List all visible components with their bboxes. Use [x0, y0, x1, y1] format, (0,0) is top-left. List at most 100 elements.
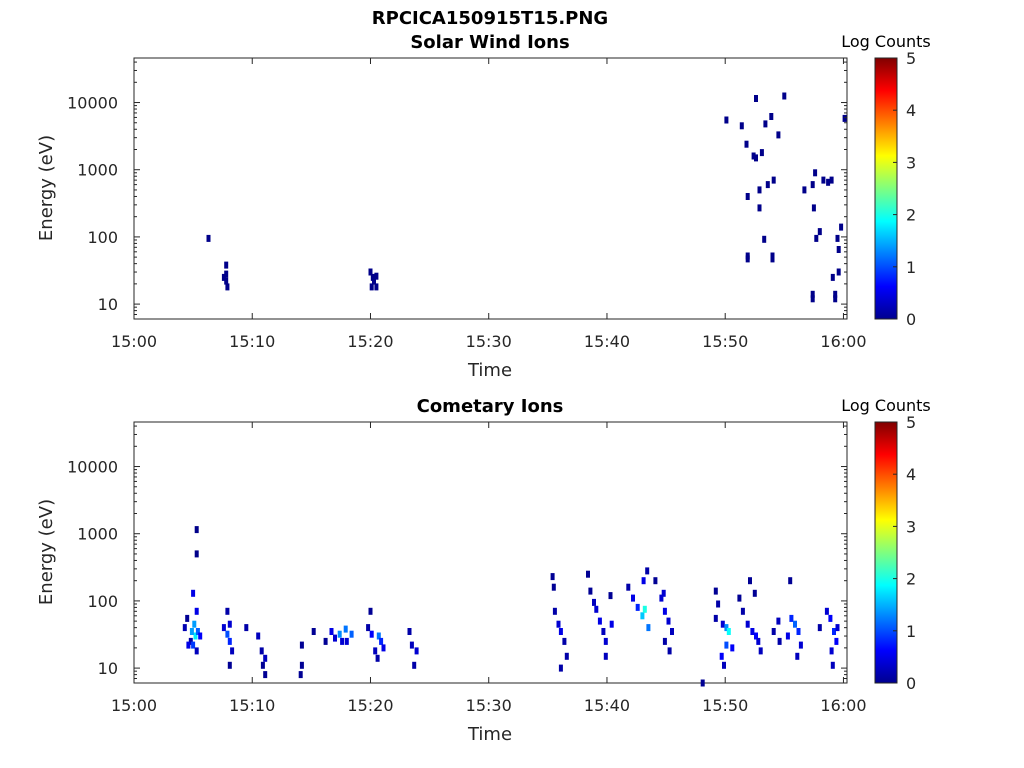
- solar-wind-cell: [813, 169, 818, 177]
- cometary-cell: [724, 641, 729, 649]
- solar-wind-cell: [770, 255, 775, 263]
- cometary-cell: [592, 598, 596, 606]
- solar-wind-xtick-label: 15:00: [111, 332, 157, 351]
- cometary-cell: [756, 637, 761, 645]
- cometary-cell: [796, 628, 801, 635]
- solar-wind-cell: [224, 270, 229, 278]
- solar-wind-cell: [751, 152, 756, 160]
- solar-wind-cell: [374, 272, 379, 280]
- cometary-cell: [189, 628, 194, 635]
- cometary-cell: [646, 624, 651, 632]
- cometary-cell: [323, 637, 328, 645]
- cometary-cell: [713, 614, 718, 622]
- solar-wind-cell: [369, 283, 374, 291]
- cometary-cell: [381, 644, 386, 652]
- solar-wind-cell: [833, 290, 838, 298]
- cometary-cell: [603, 652, 608, 660]
- solar-wind-cell: [829, 176, 834, 184]
- solar-wind-x-label: Time: [467, 360, 512, 381]
- cometary-xtick-label: 15:40: [584, 696, 630, 715]
- solar-wind-cell: [724, 116, 729, 124]
- cometary-cell: [776, 617, 781, 625]
- cometary-cell: [667, 647, 672, 655]
- cometary-cell: [594, 605, 599, 613]
- cometary-cell: [299, 661, 304, 669]
- cometary-cell: [551, 583, 556, 591]
- solar-wind-cell: [224, 261, 229, 269]
- cometary-cell: [368, 607, 373, 615]
- cometary-cell: [259, 647, 264, 655]
- cometary-cell: [227, 620, 232, 628]
- solar-wind-cell: [757, 186, 762, 194]
- solar-wind-plot-area: [133, 57, 848, 320]
- cometary-cell: [748, 577, 752, 585]
- cometary-cell: [194, 607, 199, 615]
- solar-wind-cell: [759, 149, 764, 157]
- cometary-ytick-label: 10000: [67, 458, 118, 477]
- cometary-colorbar-tick-label: 4: [906, 465, 916, 484]
- cometary-ytick-label: 1000: [77, 525, 118, 544]
- cometary-cell: [299, 641, 304, 649]
- cometary-xtick-label: 15:50: [702, 696, 748, 715]
- cometary-cell: [608, 592, 613, 600]
- cometary-cell: [260, 661, 265, 669]
- cometary-cell: [407, 628, 412, 635]
- solar-wind-xtick-label: 15:20: [347, 332, 393, 351]
- solar-wind-cell: [836, 246, 841, 253]
- cometary-cell: [659, 594, 664, 602]
- solar-wind-cell: [802, 186, 807, 194]
- solar-wind-cell: [739, 122, 744, 130]
- solar-wind-cell: [769, 113, 774, 120]
- cometary-cell: [653, 577, 658, 585]
- cometary-cell: [726, 628, 731, 635]
- cometary-cell: [798, 641, 803, 649]
- solar-wind-cell: [744, 140, 749, 148]
- solar-wind-colorbar-tick-label: 2: [906, 206, 916, 225]
- solar-wind-cell: [836, 268, 841, 276]
- cometary-cell: [795, 652, 800, 660]
- solar-wind-cell: [368, 268, 373, 276]
- solar-wind-cell: [776, 131, 781, 139]
- cometary-cell: [194, 526, 199, 534]
- cometary-cell: [785, 632, 790, 640]
- cometary-cell: [641, 577, 646, 585]
- cometary-cell: [192, 620, 197, 628]
- cometary-cell: [193, 632, 198, 640]
- cometary-cell: [337, 630, 342, 638]
- solar-wind-cell: [839, 223, 844, 231]
- cometary-cell: [221, 624, 226, 632]
- solar-wind-cell: [372, 277, 376, 285]
- cometary-xtick-label: 15:30: [466, 696, 512, 715]
- solar-wind-colorbar-tick-label: 0: [906, 310, 916, 329]
- cometary-cell: [609, 620, 614, 628]
- cometary-cell: [661, 589, 666, 597]
- solar-wind-colorbar-label: Log Counts: [841, 32, 931, 51]
- cometary-cell: [777, 637, 782, 645]
- cometary-cell: [225, 630, 230, 638]
- cometary-colorbar-tick-label: 0: [906, 674, 916, 693]
- cometary-y-label: Energy (eV): [36, 499, 57, 605]
- solar-wind-cell: [826, 178, 831, 186]
- cometary-cell: [834, 637, 839, 645]
- cometary-cell: [227, 637, 232, 645]
- cometary-cell: [740, 607, 745, 615]
- solar-wind-cell: [830, 273, 835, 281]
- solar-wind-cell: [745, 193, 750, 200]
- solar-wind-cell: [842, 114, 847, 122]
- solar-wind-xtick-label: 15:40: [584, 332, 630, 351]
- cometary-cell: [562, 637, 567, 645]
- cometary-cell: [788, 577, 793, 585]
- solar-wind-yticks: 10 100 1000 10000: [67, 61, 847, 320]
- cometary-cell: [558, 664, 563, 672]
- cometary-plot-area: [133, 421, 848, 684]
- cometary-cell: [550, 573, 555, 581]
- cometary-title: Cometary Ions: [417, 396, 564, 417]
- cometary-cell: [789, 614, 794, 622]
- cometary-cells: [182, 526, 840, 687]
- cometary-colorbar-tick-label: 2: [906, 570, 916, 589]
- cometary-cell: [376, 632, 381, 640]
- cometary-cell: [716, 600, 721, 608]
- solar-wind-colorbar-tick-label: 5: [906, 49, 916, 68]
- cometary-colorbar-tick-label: 1: [906, 622, 916, 641]
